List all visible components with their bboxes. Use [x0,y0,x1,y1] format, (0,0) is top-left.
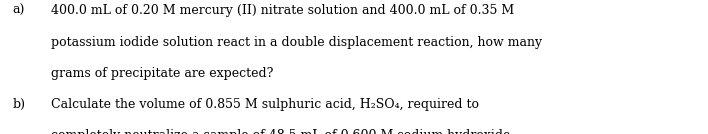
Text: a): a) [13,4,25,17]
Text: completely neutralize a sample of 48.5 mL of 0.600 M sodium hydroxide,: completely neutralize a sample of 48.5 m… [51,129,514,134]
Text: 400.0 mL of 0.20 M mercury (II) nitrate solution and 400.0 mL of 0.35 M: 400.0 mL of 0.20 M mercury (II) nitrate … [51,4,514,17]
Text: Calculate the volume of 0.855 M sulphuric acid, H₂SO₄, required to: Calculate the volume of 0.855 M sulphuri… [51,98,479,111]
Text: grams of precipitate are expected?: grams of precipitate are expected? [51,67,273,80]
Text: potassium iodide solution react in a double displacement reaction, how many: potassium iodide solution react in a dou… [51,36,542,49]
Text: b): b) [13,98,25,111]
